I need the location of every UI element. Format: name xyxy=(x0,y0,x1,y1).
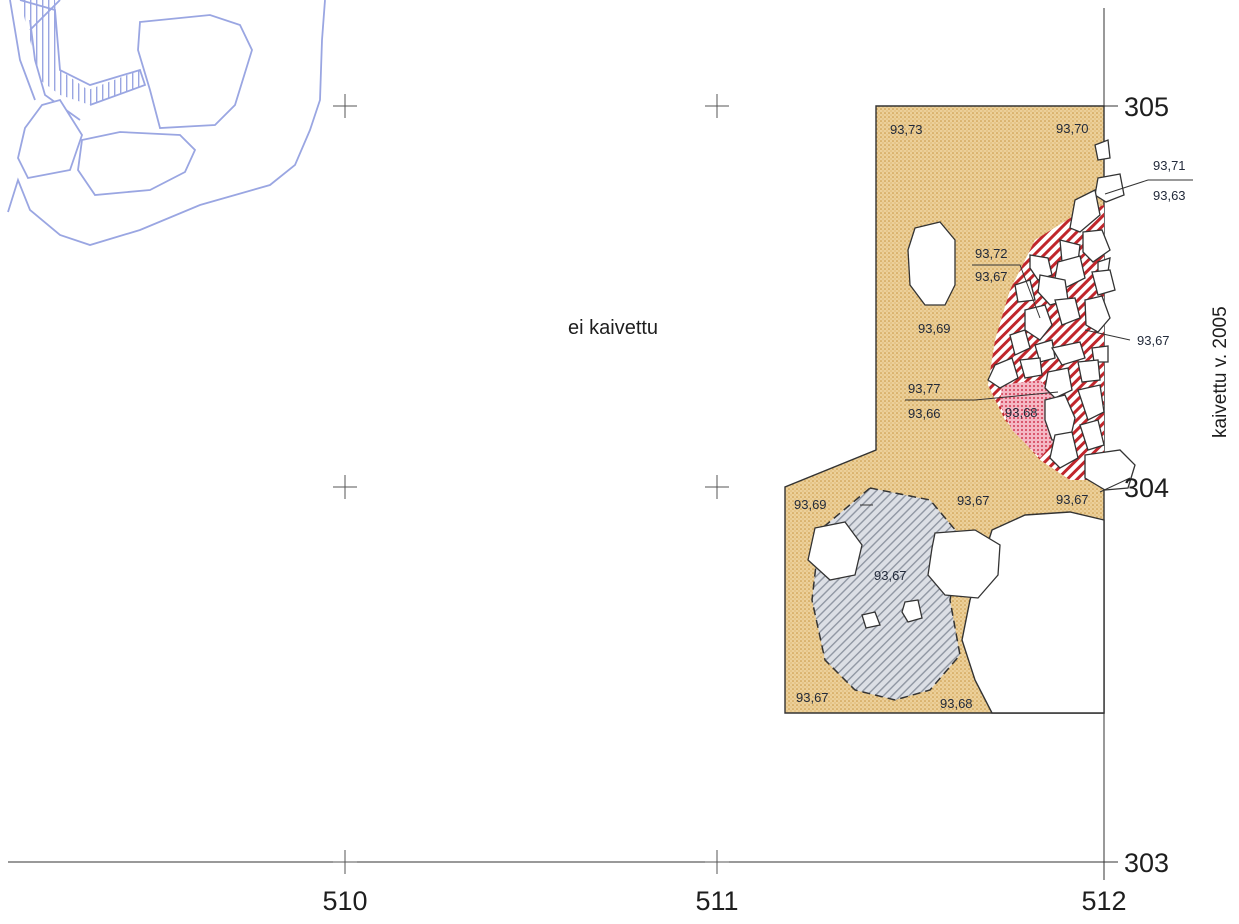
level-label: 93,70 xyxy=(1056,121,1089,136)
elevation-labels: 93,73 93,70 93,71 93,63 93,72 93,67 93,6… xyxy=(794,121,1186,711)
grey-hatched-layer xyxy=(811,487,963,701)
y-axis-label: 305 xyxy=(1124,92,1169,122)
x-axis-label: 511 xyxy=(695,886,738,916)
excavated-2005-note: kaivettu v. 2005 xyxy=(1210,306,1231,438)
blue-stone xyxy=(17,98,83,180)
level-label: 93,67 xyxy=(1137,333,1170,348)
level-label: 93,69 xyxy=(918,321,951,336)
blue-hatched-area xyxy=(20,0,145,105)
level-label: 93,66 xyxy=(908,406,941,421)
stones xyxy=(807,139,1136,629)
y-axis-label: 303 xyxy=(1124,848,1169,878)
level-label: 93,72 xyxy=(975,246,1008,261)
level-label: 93,67 xyxy=(957,493,990,508)
pink-dotted-patch xyxy=(1000,380,1058,458)
level-label: 93,63 xyxy=(1153,188,1186,203)
blue-stone xyxy=(137,14,253,129)
level-label: 93,68 xyxy=(940,696,973,711)
grid-crosses xyxy=(333,94,729,874)
level-label: 93,67 xyxy=(796,690,829,705)
level-label: 93,77 xyxy=(908,381,941,396)
level-label: 93,67 xyxy=(975,269,1008,284)
level-label: 93,69 xyxy=(794,497,827,512)
leader-lines xyxy=(860,179,1193,506)
unexcavated-note: ei kaivettu xyxy=(568,317,658,339)
y-axis-label: 304 xyxy=(1124,473,1169,503)
blue-stone xyxy=(77,131,197,196)
x-axis-label: 510 xyxy=(322,886,367,916)
level-label: 93,73 xyxy=(890,122,923,137)
level-label: 93,68 xyxy=(1005,405,1038,420)
level-label: 93,67 xyxy=(874,568,907,583)
x-axis-label: 512 xyxy=(1081,886,1126,916)
level-label: 93,71 xyxy=(1153,158,1186,173)
level-label: 93,67 xyxy=(1056,492,1089,507)
